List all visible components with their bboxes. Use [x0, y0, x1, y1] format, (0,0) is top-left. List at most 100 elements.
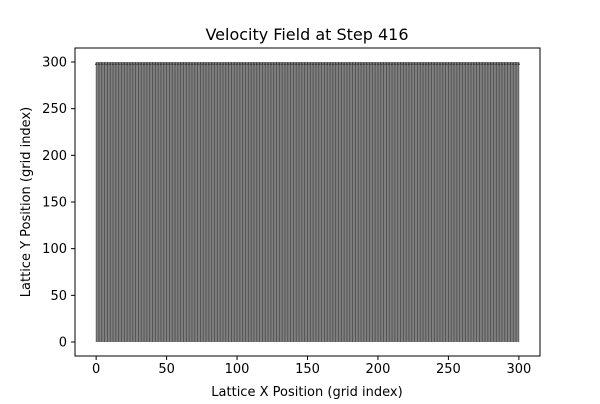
- quiver-arrowhead: [156, 62, 160, 65]
- quiver-arrowhead: [376, 62, 380, 65]
- quiver-arrowhead: [159, 62, 163, 65]
- quiver-arrowhead: [233, 62, 236, 65]
- quiver-arrowhead: [314, 62, 318, 65]
- quiver-arrowhead: [407, 62, 411, 65]
- quiver-arrowhead: [492, 62, 495, 65]
- quiver-arrowhead: [402, 62, 405, 65]
- x-tick-label: 150: [295, 362, 320, 377]
- quiver-arrowhead: [140, 62, 143, 65]
- y-axis-ticks: 0 50 100 150 200 250 300: [42, 56, 75, 351]
- quiver-arrowhead: [447, 62, 450, 65]
- chart-title: Velocity Field at Step 416: [205, 25, 408, 44]
- quiver-arrowhead: [342, 62, 346, 65]
- quiver-arrowhead: [483, 62, 487, 65]
- x-tick-label: 250: [436, 362, 461, 377]
- y-tick-label: 150: [42, 196, 67, 211]
- quiver-arrowhead: [252, 62, 256, 65]
- quiver-arrowhead: [137, 62, 140, 65]
- quiver-arrowhead: [109, 62, 112, 65]
- quiver-arrowhead: [413, 62, 416, 65]
- quiver-arrowhead: [495, 62, 498, 65]
- quiver-arrowhead: [345, 62, 349, 65]
- quiver-arrowhead: [458, 62, 461, 65]
- quiver-arrowhead: [249, 62, 253, 65]
- quiver-arrowhead: [517, 62, 521, 65]
- x-tick-label: 100: [225, 362, 250, 377]
- quiver-arrowhead: [120, 62, 123, 65]
- quiver-arrowhead: [317, 62, 320, 65]
- quiver-arrowhead: [199, 62, 202, 65]
- quiver-arrowhead: [295, 62, 298, 65]
- y-tick-label: 250: [42, 102, 67, 117]
- quiver-arrowhead: [171, 62, 174, 65]
- quiver-field: [94, 62, 521, 342]
- quiver-arrowhead: [393, 62, 397, 65]
- quiver-arrowhead: [328, 62, 332, 65]
- quiver-arrowhead: [357, 62, 360, 65]
- y-tick-label: 100: [42, 242, 67, 257]
- quiver-arrowhead: [261, 62, 264, 65]
- quiver-arrowhead: [340, 62, 343, 65]
- quiver-arrowhead: [224, 62, 227, 65]
- quiver-arrowhead: [481, 62, 484, 65]
- quiver-arrowhead: [331, 62, 335, 65]
- quiver-arrowhead: [272, 62, 275, 65]
- quiver-arrowhead: [100, 62, 103, 65]
- quiver-arrowhead: [190, 62, 194, 65]
- quiver-arrowhead: [154, 62, 157, 65]
- quiver-arrowhead: [396, 62, 399, 65]
- quiver-arrowhead: [97, 62, 101, 65]
- quiver-arrowhead: [379, 62, 382, 65]
- quiver-arrowhead: [148, 62, 151, 65]
- quiver-arrowhead: [514, 62, 518, 65]
- quiver-arrowhead: [326, 62, 329, 65]
- quiver-arrowhead: [165, 62, 168, 65]
- quiver-arrowhead: [382, 62, 385, 65]
- quiver-arrowhead: [388, 62, 391, 65]
- quiver-arrowhead: [503, 62, 506, 65]
- quiver-arrowhead: [452, 62, 456, 65]
- y-tick-label: 300: [42, 56, 67, 71]
- quiver-arrowhead: [390, 62, 394, 65]
- quiver-arrowhead: [128, 62, 132, 65]
- quiver-arrowhead: [416, 62, 419, 65]
- quiver-arrowhead: [142, 62, 146, 65]
- x-tick-label: 300: [506, 362, 531, 377]
- quiver-arrowhead: [238, 62, 242, 65]
- quiver-arrowhead: [283, 62, 287, 65]
- quiver-arrowhead: [320, 62, 323, 65]
- quiver-arrowhead: [114, 62, 118, 65]
- quiver-arrowhead: [241, 62, 244, 65]
- quiver-arrowhead: [230, 62, 233, 65]
- quiver-arrowhead: [179, 62, 182, 65]
- quiver-arrowhead: [173, 62, 177, 65]
- quiver-arrowhead: [354, 62, 357, 65]
- quiver-arrowhead: [450, 62, 453, 65]
- quiver-arrowhead: [464, 62, 467, 65]
- x-tick-label: 0: [92, 362, 100, 377]
- quiver-arrowhead: [334, 62, 337, 65]
- quiver-arrowhead: [289, 62, 292, 65]
- quiver-arrowhead: [362, 62, 366, 65]
- quiver-arrowhead: [404, 62, 408, 65]
- quiver-arrowhead: [244, 62, 247, 65]
- quiver-arrowhead: [427, 62, 430, 65]
- quiver-arrowhead: [297, 62, 301, 65]
- quiver-arrowhead: [286, 62, 289, 65]
- quiver-arrowhead: [424, 62, 428, 65]
- quiver-arrowhead: [438, 62, 442, 65]
- quiver-arrowhead: [266, 62, 270, 65]
- quiver-arrowhead: [213, 62, 216, 65]
- quiver-arrowhead: [472, 62, 475, 65]
- x-axis-ticks: 0 50 100 150 200 250 300: [92, 356, 531, 377]
- quiver-arrowhead: [280, 62, 284, 65]
- quiver-arrowhead: [204, 62, 208, 65]
- quiver-arrowhead: [151, 62, 154, 65]
- quiver-arrowhead: [216, 62, 219, 65]
- quiver-arrowhead: [430, 62, 433, 65]
- y-tick-label: 0: [59, 336, 67, 351]
- quiver-arrowhead: [469, 62, 473, 65]
- quiver-arrowhead: [486, 62, 490, 65]
- quiver-arrowhead: [221, 62, 225, 65]
